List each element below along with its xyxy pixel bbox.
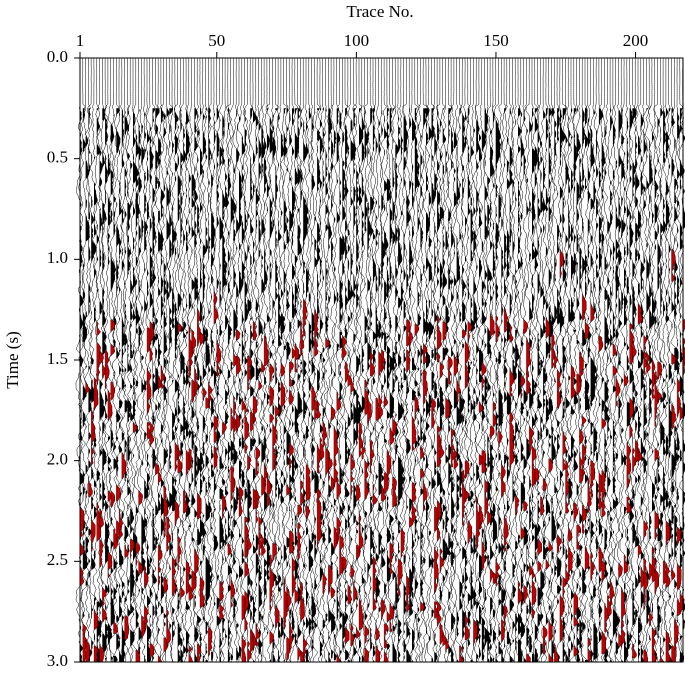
y-tick-label: 2.0 [47,450,68,469]
trace-texture [75,57,685,663]
x-tick-label: 50 [208,31,225,50]
y-tick-label: 2.5 [47,550,68,569]
y-tick-label: 3.0 [47,651,68,670]
x-tick-label: 200 [623,31,649,50]
x-tick-label: 100 [344,31,370,50]
trace-fill-red [79,249,685,663]
trace-fill [80,108,685,662]
x-tick-label: 1 [76,31,85,50]
y-tick-label: 1.5 [47,349,68,368]
x-axis-label: Trace No. [346,2,413,21]
y-axis-label: Time (s) [3,331,22,388]
y-tick-label: 0.0 [47,47,68,66]
x-tick-label: 150 [483,31,509,50]
y-tick-label: 0.5 [47,148,68,167]
y-tick-label: 1.0 [47,248,68,267]
